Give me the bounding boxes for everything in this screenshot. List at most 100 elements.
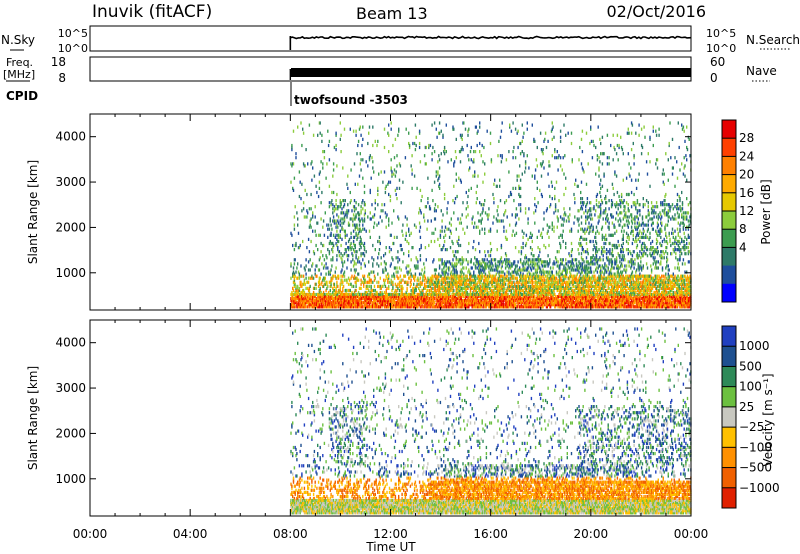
data-cell bbox=[329, 228, 330, 231]
data-cell bbox=[533, 258, 534, 261]
data-cell bbox=[435, 217, 436, 220]
data-cell bbox=[562, 168, 563, 171]
data-cell bbox=[466, 207, 467, 210]
data-cell bbox=[549, 164, 550, 167]
data-cell bbox=[411, 275, 412, 278]
data-cell bbox=[378, 173, 379, 176]
data-cell bbox=[394, 168, 395, 171]
data-cell bbox=[340, 138, 341, 141]
data-cell bbox=[432, 287, 433, 290]
data-cell bbox=[501, 219, 502, 222]
data-cell bbox=[347, 203, 348, 206]
data-cell bbox=[316, 191, 317, 194]
data-cell bbox=[297, 277, 298, 280]
data-cell bbox=[446, 248, 447, 251]
data-cell bbox=[456, 262, 457, 265]
data-cell bbox=[497, 154, 498, 157]
data-cell bbox=[381, 203, 382, 206]
data-cell bbox=[315, 185, 316, 188]
data-cell bbox=[335, 271, 336, 274]
data-cell bbox=[468, 242, 469, 245]
data-cell bbox=[397, 283, 398, 286]
data-cell bbox=[299, 170, 300, 173]
data-cell bbox=[388, 124, 389, 127]
data-cell bbox=[372, 281, 373, 284]
data-cell bbox=[393, 209, 394, 212]
data-cell bbox=[320, 160, 321, 163]
data-cell bbox=[521, 250, 522, 253]
data-cell bbox=[537, 262, 538, 265]
data-cell bbox=[364, 275, 365, 278]
data-cell bbox=[312, 230, 313, 233]
data-cell bbox=[340, 244, 341, 247]
data-cell bbox=[440, 234, 441, 237]
data-cell bbox=[297, 217, 298, 220]
data-cell bbox=[548, 236, 549, 239]
data-cell bbox=[439, 166, 440, 169]
data-cell bbox=[377, 240, 378, 243]
data-cell bbox=[534, 295, 535, 298]
data-cell bbox=[371, 285, 372, 288]
cpid-name: twofsound -3503 bbox=[294, 93, 408, 107]
data-cell bbox=[384, 170, 385, 173]
data-cell bbox=[359, 260, 360, 263]
data-cell bbox=[557, 150, 558, 153]
data-cell bbox=[498, 140, 499, 143]
data-cell bbox=[420, 254, 421, 257]
data-cell bbox=[532, 248, 533, 251]
data-cell bbox=[405, 156, 406, 159]
data-cell bbox=[395, 189, 396, 192]
data-cell bbox=[563, 124, 564, 127]
data-cell bbox=[515, 128, 516, 131]
data-cell bbox=[420, 160, 421, 163]
data-cell bbox=[431, 232, 432, 235]
data-cell bbox=[350, 199, 351, 202]
data-cell bbox=[402, 224, 403, 227]
data-cell bbox=[311, 160, 312, 163]
data-cell bbox=[327, 228, 328, 231]
data-cell bbox=[433, 258, 434, 261]
data-cell bbox=[333, 275, 334, 278]
data-cell bbox=[557, 209, 558, 212]
data-cell bbox=[308, 238, 309, 241]
data-cell bbox=[324, 150, 325, 153]
data-cell bbox=[500, 154, 501, 157]
data-cell bbox=[453, 211, 454, 214]
data-cell bbox=[391, 166, 392, 169]
freq-unit: [MHz] bbox=[3, 68, 35, 81]
data-cell bbox=[385, 211, 386, 214]
data-cell bbox=[474, 222, 475, 225]
data-cell bbox=[516, 207, 517, 210]
data-cell bbox=[303, 201, 304, 204]
data-cell bbox=[505, 283, 506, 286]
data-cell bbox=[508, 150, 509, 153]
data-cell bbox=[381, 170, 382, 173]
data-cell bbox=[378, 281, 379, 284]
data-cell bbox=[526, 242, 527, 245]
data-cell bbox=[364, 246, 365, 249]
data-cell bbox=[506, 230, 507, 233]
data-cell bbox=[290, 262, 291, 265]
data-cell bbox=[342, 166, 343, 169]
data-cell bbox=[308, 260, 309, 263]
data-cell bbox=[462, 256, 463, 259]
data-cell bbox=[512, 281, 513, 284]
data-cell bbox=[377, 193, 378, 196]
data-cell bbox=[380, 242, 381, 245]
data-cell bbox=[545, 246, 546, 249]
nsky-label: N.Sky bbox=[1, 33, 35, 47]
data-cell bbox=[520, 142, 521, 145]
data-cell bbox=[554, 187, 555, 190]
data-cell bbox=[355, 268, 356, 271]
data-cell bbox=[545, 260, 546, 263]
data-cell bbox=[394, 156, 395, 159]
data-cell bbox=[373, 258, 374, 261]
data-cell bbox=[465, 128, 466, 131]
data-cell bbox=[352, 254, 353, 257]
data-cell bbox=[343, 199, 344, 202]
data-cell bbox=[544, 279, 545, 282]
data-cell bbox=[471, 158, 472, 161]
data-cell bbox=[306, 215, 307, 218]
data-cell bbox=[563, 217, 564, 220]
data-cell bbox=[528, 264, 529, 267]
